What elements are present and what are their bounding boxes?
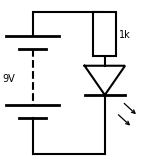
Text: 1k: 1k — [119, 30, 131, 40]
Text: 9V: 9V — [2, 74, 15, 84]
Bar — [93, 12, 116, 56]
